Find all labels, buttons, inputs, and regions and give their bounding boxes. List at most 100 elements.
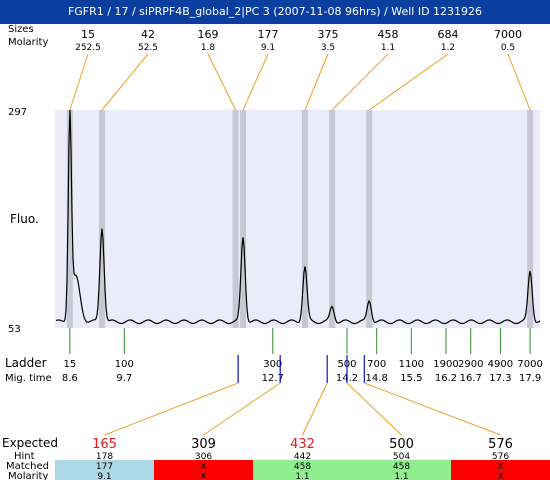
molarity-bottom-label: Molarity (8, 471, 48, 480)
y-axis-label: Fluo. (10, 212, 39, 226)
expected-connector (203, 382, 281, 436)
peak-band (301, 110, 308, 328)
hint-value: 306 (195, 452, 212, 462)
peak-size-label: 684 (438, 28, 459, 41)
molarity-value: 1.1 (295, 472, 309, 480)
peak-size-label: 42 (141, 28, 155, 41)
expected-connector (364, 382, 501, 436)
expected-label: Expected (2, 436, 58, 450)
peak-molarity-label: 1.8 (201, 43, 216, 53)
ladder-mig-time-label: 17.9 (519, 373, 541, 384)
ladder-size-label: 1100 (399, 359, 424, 370)
expected-table: 1651781779.1309306XX4324424581.150050445… (55, 355, 550, 480)
peak-band (527, 110, 534, 328)
peak-connector (101, 53, 149, 111)
peak-band (240, 110, 247, 328)
chart-title: FGFR1 / 17 / siPRPF4B_global_2|PC 3 (200… (0, 0, 550, 24)
ladder-mig-time-label: 8.6 (62, 373, 78, 384)
matched-cell (253, 460, 352, 480)
peak-molarity-label: 252.5 (75, 43, 101, 53)
ladder-mig-time-label: 16.7 (460, 373, 482, 384)
ladder-size-label: 700 (367, 359, 386, 370)
ladder-size-label: 2900 (458, 359, 483, 370)
peak-band (232, 110, 239, 328)
expected-size-label: 165 (92, 437, 117, 452)
peak-molarity-label: 9.1 (261, 43, 275, 53)
peak-bands (66, 110, 534, 328)
peak-molarity-label: 1.1 (381, 43, 395, 53)
peak-labels: 15 252.5 42 52.5 169 1.8 177 9.1 375 3.5 458 1.1 684… (75, 28, 522, 53)
matched-value: 177 (96, 462, 113, 472)
ladder-mig-time-label: 15.5 (400, 373, 422, 384)
hint-value: 504 (393, 452, 410, 462)
matched-cell (55, 460, 154, 480)
hint-value: 178 (96, 452, 113, 462)
peak-connector (507, 53, 531, 111)
plot-area (55, 110, 540, 328)
expected-size-label: 576 (488, 437, 513, 452)
ladder-size-label: 300 (263, 359, 282, 370)
mig-time-label: Mig. time (5, 373, 52, 384)
molarity-value: X (200, 472, 206, 480)
y-tick-max: 297 (8, 107, 27, 118)
sizes-label: Sizes (8, 24, 34, 35)
expected-size-label: 500 (389, 437, 414, 452)
peak-connector (304, 53, 329, 111)
peak-band (66, 110, 73, 328)
fluorescence-trace (55, 109, 541, 325)
matched-label: Matched (6, 461, 49, 472)
ladder-row: 158.61009.730012.750014.270014.8110015.5… (62, 328, 543, 384)
matched-cell (154, 460, 253, 480)
expected-connector (302, 382, 328, 436)
peak-molarity-label: 3.5 (321, 43, 335, 53)
ladder-size-label: 100 (115, 359, 134, 370)
peak-size-label: 177 (258, 28, 279, 41)
matched-value: 458 (393, 462, 410, 472)
ladder-label: Ladder (5, 356, 47, 370)
matched-value: X (497, 462, 503, 472)
matched-cell (451, 460, 550, 480)
matched-cell (352, 460, 451, 480)
peak-connector (69, 53, 89, 111)
expected-connector (346, 382, 402, 436)
molarity-value: X (497, 472, 503, 480)
ladder-mig-time-label: 16.2 (435, 373, 457, 384)
peak-band (366, 110, 373, 328)
ladder-mig-time-label: 17.3 (489, 373, 511, 384)
peak-size-label: 7000 (494, 28, 522, 41)
expected-size-label: 309 (191, 437, 216, 452)
ladder-size-label: 15 (63, 359, 76, 370)
ladder-mig-time-label: 14.8 (366, 373, 388, 384)
ladder-size-label: 1900 (433, 359, 458, 370)
hint-value: 576 (492, 452, 509, 462)
peak-molarity-label: 0.5 (501, 43, 515, 53)
ladder-mig-time-label: 12.7 (262, 373, 284, 384)
molarity-label: Molarity (8, 37, 48, 48)
hint-label: Hint (14, 451, 35, 462)
peak-connectors (69, 53, 531, 111)
expected-connector (104, 382, 239, 436)
peak-band (329, 110, 336, 328)
expected-size-label: 432 (290, 437, 315, 452)
molarity-value: 1.1 (394, 472, 408, 480)
hint-value: 442 (294, 452, 311, 462)
peak-molarity-label: 52.5 (138, 43, 158, 53)
peak-size-label: 15 (81, 28, 95, 41)
peak-size-label: 458 (378, 28, 399, 41)
matched-value: 458 (294, 462, 311, 472)
ladder-mig-time-label: 9.7 (116, 373, 132, 384)
peak-band (99, 110, 106, 328)
peak-connector (207, 53, 237, 111)
matched-value: X (200, 462, 206, 472)
peak-molarity-label: 1.2 (441, 43, 455, 53)
peak-connector (242, 53, 269, 111)
molarity-value: 9.1 (97, 472, 111, 480)
peak-connector (368, 53, 449, 111)
peak-size-label: 169 (198, 28, 219, 41)
peak-size-label: 375 (318, 28, 339, 41)
ladder-size-label: 7000 (517, 359, 542, 370)
peak-connector (331, 53, 389, 111)
y-tick-min: 53 (8, 324, 21, 335)
ladder-size-label: 4900 (488, 359, 513, 370)
